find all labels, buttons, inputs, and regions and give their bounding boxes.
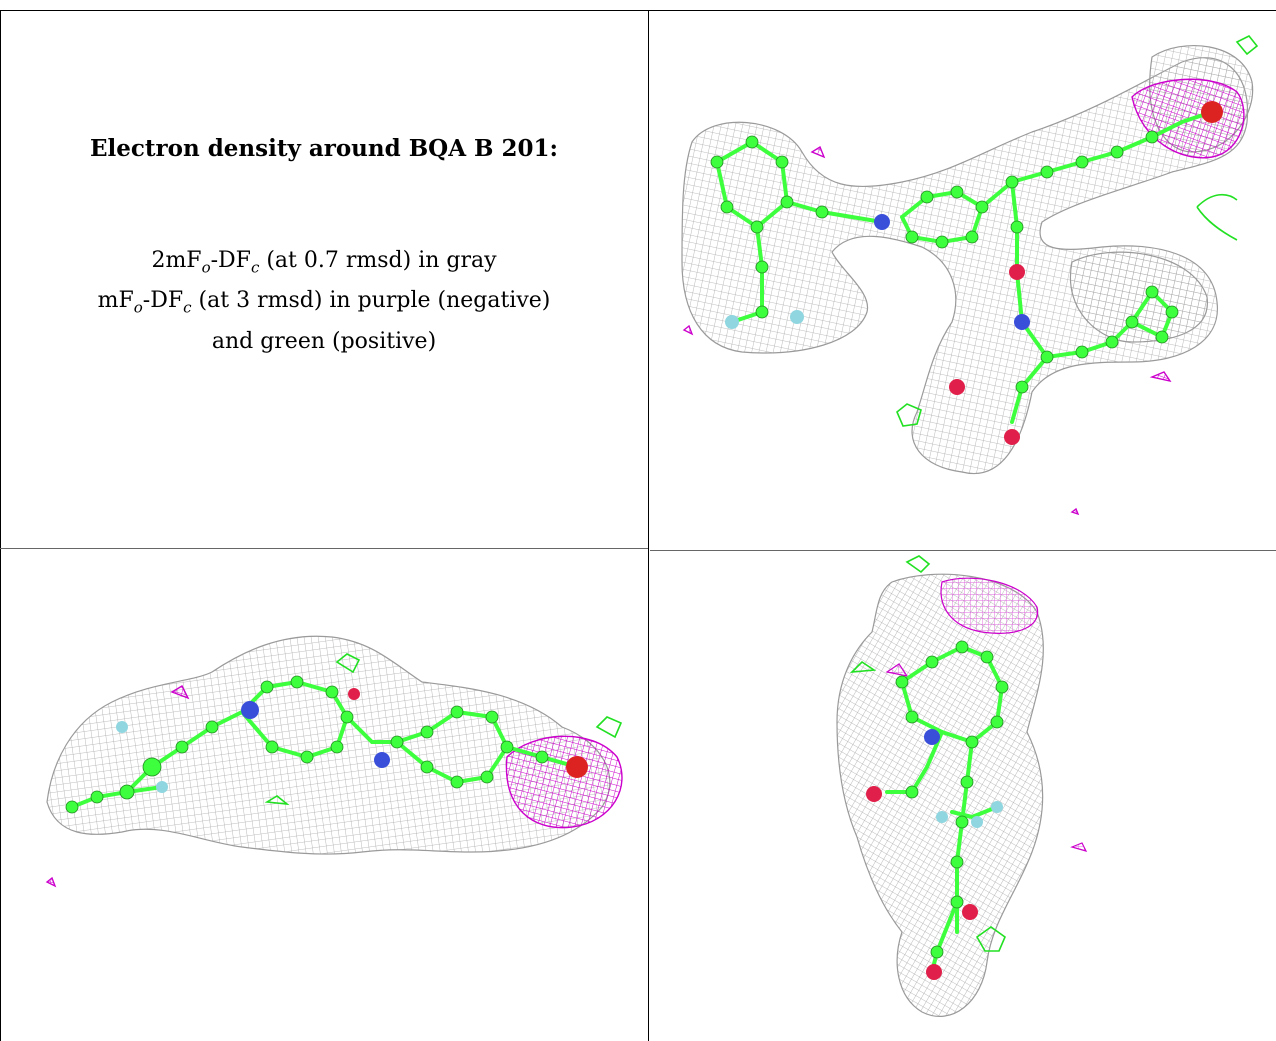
border-middle-horizontal-right — [650, 550, 1276, 551]
negative-density-mesh — [885, 577, 1088, 852]
caption-line1-b: -DF — [210, 248, 251, 273]
caption-line2-b: -DF — [142, 288, 184, 314]
border-left — [0, 10, 1, 1041]
caption-line-purple: mFo-DFc (at 3 rmsd) in purple (negative) — [0, 284, 648, 324]
caption-line2-rest: (at 3 rmsd) in purple (negative) — [191, 288, 551, 314]
caption-line2-a: mF — [97, 288, 134, 314]
caption-cell: Electron density around BQA B 201: 2mFo-… — [0, 0, 648, 548]
caption-line-green: and green (positive) — [211, 328, 437, 354]
density-view-end-on — [652, 552, 1274, 1039]
density-view-front — [652, 12, 1274, 546]
border-middle-vertical — [648, 10, 649, 1041]
caption-line2-a-sub: o — [133, 298, 143, 317]
border-top — [0, 10, 1276, 11]
positive-density-mesh — [896, 34, 1259, 427]
ligand-atoms — [710, 101, 1223, 445]
positive-density-mesh — [264, 653, 623, 806]
positive-density-mesh — [849, 555, 1006, 952]
density-view-side — [2, 552, 646, 1039]
caption-line2-b-sub: c — [183, 298, 192, 317]
density-view-front-svg — [681, 34, 1259, 516]
density-view-end-on-svg — [836, 555, 1088, 1017]
caption-line1-a: 2mF — [151, 248, 202, 273]
caption-line-gray: 2mFo-DFc (at 0.7 rmsd) in gray — [0, 244, 648, 284]
ligand-atoms — [866, 640, 1009, 980]
negative-density-mesh — [45, 685, 623, 888]
density-view-side-svg — [45, 635, 623, 888]
border-middle-horizontal-left — [0, 548, 648, 549]
caption-line1-a-sub: o — [201, 258, 211, 277]
caption-line1-b-sub: c — [250, 258, 260, 277]
ligand-atoms — [65, 675, 588, 814]
gray-density-mesh — [836, 573, 1044, 1017]
caption-title: Electron density around BQA B 201: — [89, 135, 558, 162]
caption-description: 2mFo-DFc (at 0.7 rmsd) in gray mFo-DFc (… — [0, 244, 648, 359]
caption-line1-rest: (at 0.7 rmsd) in gray — [259, 248, 497, 273]
